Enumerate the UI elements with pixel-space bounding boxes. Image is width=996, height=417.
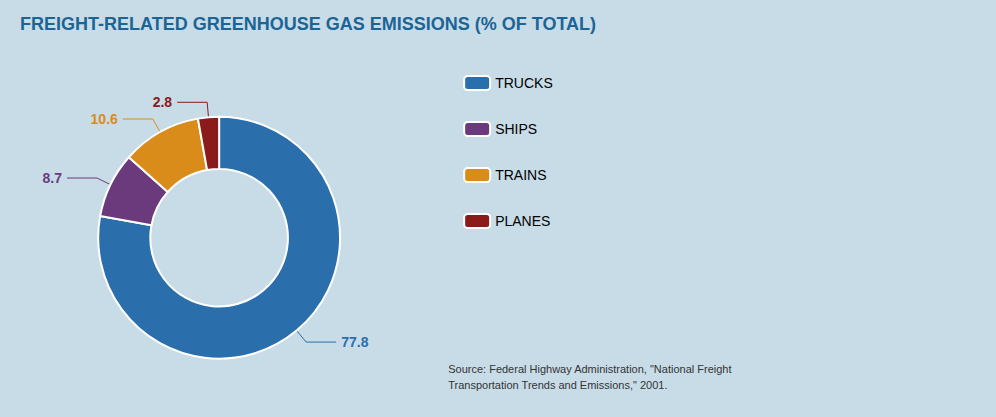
svg-text:8.7: 8.7 [43,170,63,186]
svg-text:77.8: 77.8 [341,334,368,350]
svg-text:TRUCKS: TRUCKS [495,75,553,91]
svg-text:FREIGHT-RELATED GREENHOUSE GAS: FREIGHT-RELATED GREENHOUSE GAS EMISSIONS… [20,14,596,34]
svg-text:2.8: 2.8 [153,94,173,110]
svg-text:10.6: 10.6 [91,111,118,127]
svg-text:Source: Federal Highway Admini: Source: Federal Highway Administration, … [448,363,731,375]
svg-text:SHIPS: SHIPS [495,121,537,137]
svg-text:TRAINS: TRAINS [495,167,546,183]
svg-text:Transportation Trends and Emis: Transportation Trends and Emissions," 20… [448,379,667,391]
svg-text:PLANES: PLANES [495,213,550,229]
